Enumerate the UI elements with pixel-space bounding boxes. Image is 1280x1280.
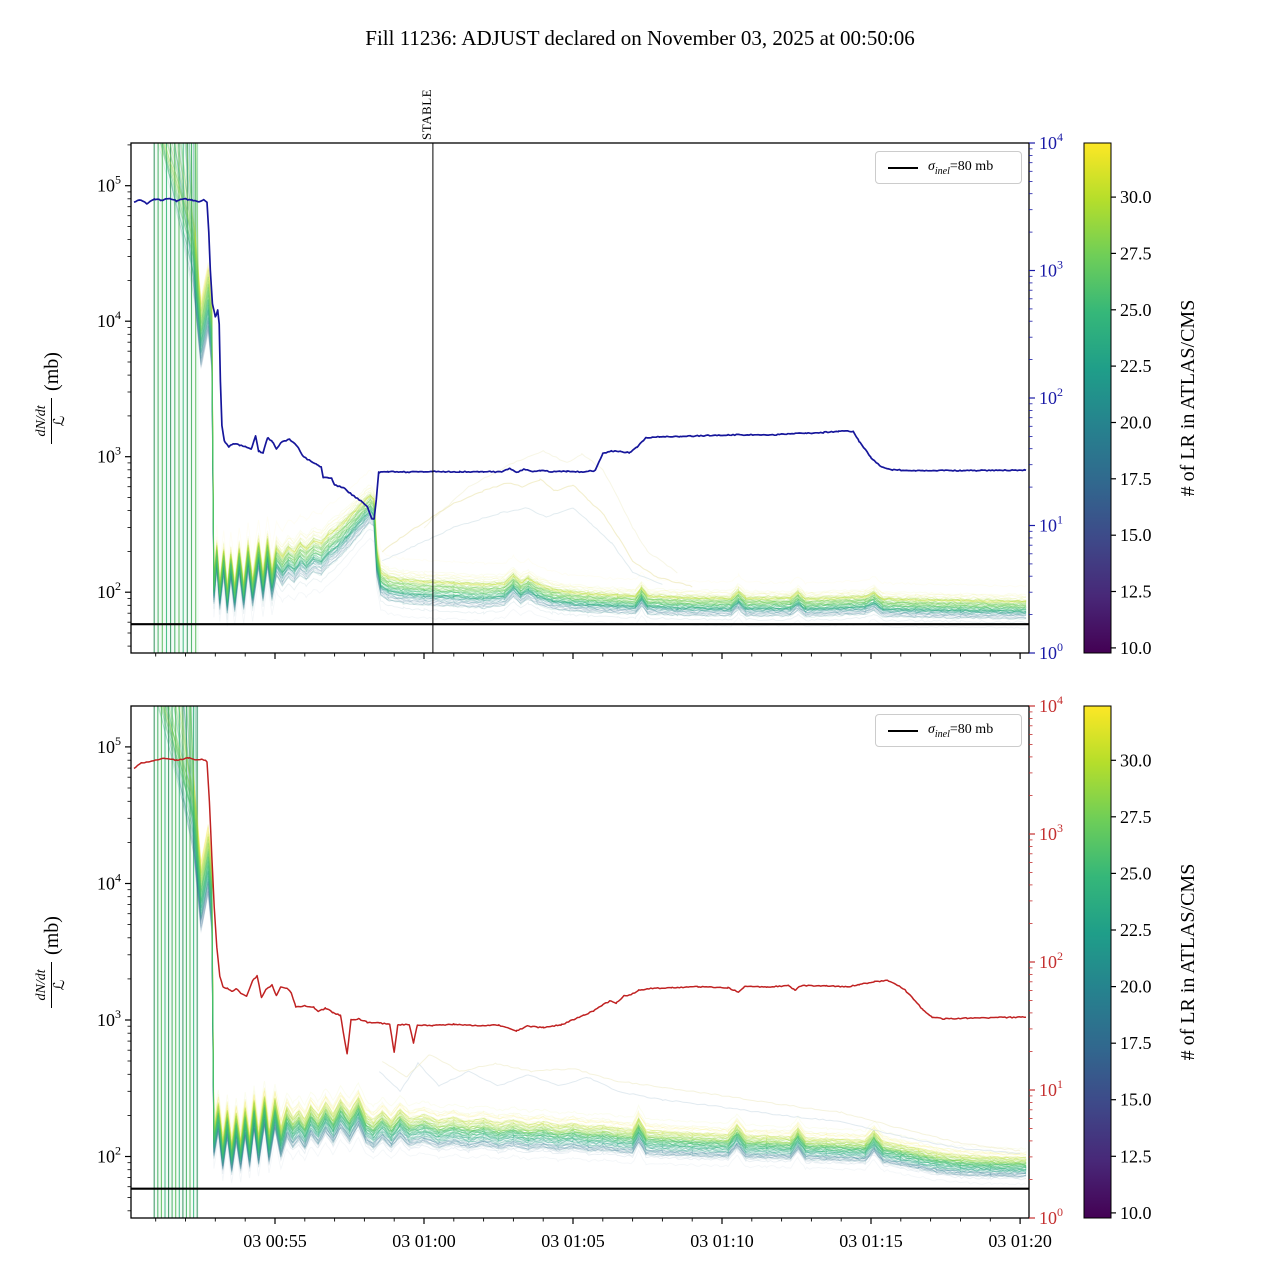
plot-bottom: 03 00:55 03 01:00 03 01:05 03 01:10 03 01:15… bbox=[97, 693, 1063, 1251]
legend-label: σinel=80 mb bbox=[928, 721, 994, 740]
colorbar-tick-label: 10.0 bbox=[1120, 638, 1152, 658]
x-tick-label: 03 00:55 bbox=[243, 1231, 307, 1251]
colorbar-tick-label: 15.0 bbox=[1120, 1090, 1152, 1110]
colorbar-tick-label: 25.0 bbox=[1120, 863, 1152, 883]
y-tick-label: 105 bbox=[97, 173, 121, 196]
legend-line-swatch bbox=[888, 729, 918, 732]
injection-lines-bottom bbox=[153, 706, 198, 1218]
y-tick-label: 103 bbox=[97, 1007, 121, 1030]
x-tick-label: 03 01:00 bbox=[392, 1231, 456, 1251]
colorbar-label-top: # of LR in ATLAS/CMS bbox=[1176, 299, 1199, 497]
stable-annotation: STABLE bbox=[419, 88, 434, 140]
x-tick-label: 03 01:15 bbox=[839, 1231, 903, 1251]
rate-line-bottom bbox=[133, 756, 1027, 1055]
colorbar-label-bottom: # of LR in ATLAS/CMS bbox=[1176, 863, 1199, 1061]
right-tick-label: 102 bbox=[1039, 385, 1063, 408]
y-tick-label: 102 bbox=[97, 579, 121, 602]
x-tick-label: 03 01:05 bbox=[541, 1231, 605, 1251]
colorbar-top: 10.0 12.5 15.0 17.5 20.0 22.5 25.0 27.5 30.0 bbox=[1083, 142, 1152, 658]
injection-lines-top bbox=[153, 143, 197, 653]
y-tick-label: 104 bbox=[97, 871, 121, 894]
y-tick-label: 105 bbox=[97, 734, 121, 757]
colorbar-tick-label: 25.0 bbox=[1120, 300, 1152, 320]
colorbar-tick-label: 12.5 bbox=[1120, 1146, 1152, 1166]
right-tick-label: 101 bbox=[1039, 1077, 1063, 1100]
x-ticks-top bbox=[155, 653, 1021, 659]
right-tick-label: 104 bbox=[1039, 130, 1063, 153]
y-tick-label: 103 bbox=[97, 444, 121, 467]
colorbar-bottom: 10.0 12.5 15.0 17.5 20.0 22.5 25.0 27.5 30.0 bbox=[1083, 705, 1152, 1223]
colorbar-tick-label: 27.5 bbox=[1120, 807, 1152, 827]
lr-band-top bbox=[157, 143, 1027, 629]
right-ticks-bottom: 100 101 102 103 104 bbox=[1029, 693, 1063, 1228]
right-tick-label: 100 bbox=[1039, 1205, 1063, 1228]
colorbar-tick-label: 27.5 bbox=[1120, 243, 1152, 263]
y-tick-label: 102 bbox=[97, 1144, 121, 1167]
colorbar-tick-label: 20.0 bbox=[1120, 977, 1152, 997]
colorbar-tick-label: 30.0 bbox=[1120, 750, 1152, 770]
legend-top: σinel=80 mb bbox=[875, 151, 1022, 184]
right-tick-label: 100 bbox=[1039, 640, 1063, 663]
right-tick-label: 102 bbox=[1039, 949, 1063, 972]
right-tick-label: 101 bbox=[1039, 513, 1063, 536]
legend-bottom: σinel=80 mb bbox=[875, 714, 1022, 747]
right-tick-label: 103 bbox=[1039, 258, 1063, 281]
plot-top: 102 103 104 105 100 101 102 103 104 bbox=[97, 130, 1063, 663]
lr-band-bottom bbox=[157, 706, 1027, 1186]
colorbar-tick-label: 15.0 bbox=[1120, 525, 1152, 545]
colorbar-tick-label: 22.5 bbox=[1120, 920, 1152, 940]
colorbar-tick-label: 10.0 bbox=[1120, 1203, 1152, 1223]
figure-title: Fill 11236: ADJUST declared on November … bbox=[365, 26, 915, 50]
x-ticks-bottom: 03 00:55 03 01:00 03 01:05 03 01:10 03 01:15… bbox=[155, 1218, 1052, 1251]
right-tick-label: 104 bbox=[1039, 693, 1063, 716]
colorbar-tick-label: 30.0 bbox=[1120, 187, 1152, 207]
left-ticks-bottom: 102 103 104 105 bbox=[97, 734, 131, 1212]
colorbar-tick-label: 22.5 bbox=[1120, 356, 1152, 376]
legend-line-swatch bbox=[888, 166, 918, 169]
colorbar-tick-label: 17.5 bbox=[1120, 1033, 1152, 1053]
left-ticks-top: 102 103 104 105 bbox=[97, 144, 131, 647]
right-tick-label: 103 bbox=[1039, 821, 1063, 844]
colorbar-tick-label: 20.0 bbox=[1120, 413, 1152, 433]
colorbar-tick-label: 17.5 bbox=[1120, 469, 1152, 489]
right-ticks-top: 100 101 102 103 104 bbox=[1029, 130, 1063, 663]
x-tick-label: 03 01:20 bbox=[988, 1231, 1052, 1251]
rate-line-top bbox=[133, 197, 1027, 520]
colorbar-tick-label: 12.5 bbox=[1120, 582, 1152, 602]
x-tick-label: 03 01:10 bbox=[690, 1231, 754, 1251]
legend-label: σinel=80 mb bbox=[928, 158, 994, 177]
y-tick-label: 104 bbox=[97, 308, 121, 331]
